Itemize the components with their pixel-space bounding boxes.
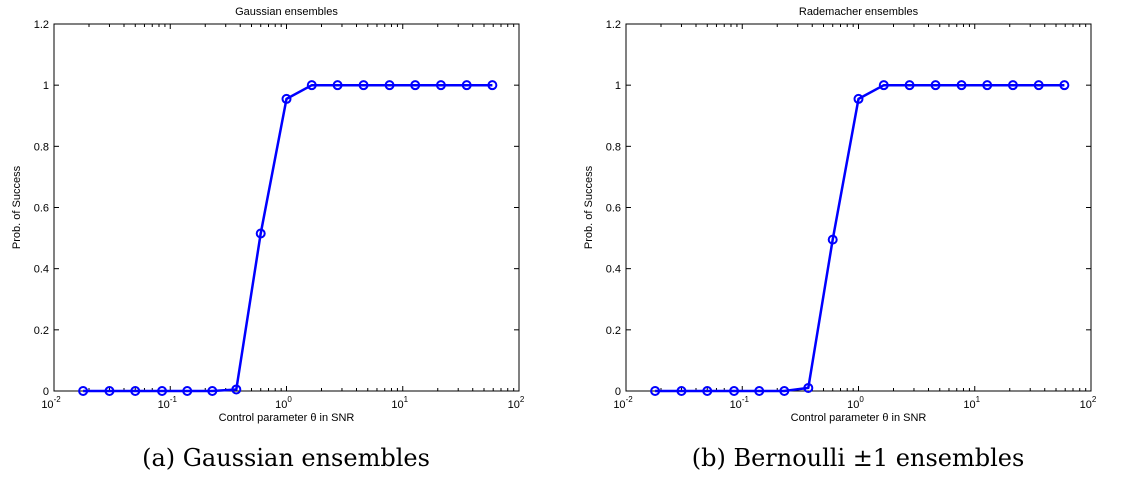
- y-tick-label: 0.6: [606, 203, 621, 215]
- x-axis-label: Control parameter θ in SNR: [219, 412, 355, 424]
- chart-title: Gaussian ensembles: [235, 6, 338, 18]
- y-axis-label: Prob. of Success: [11, 165, 23, 249]
- y-tick-label: 0.4: [34, 264, 49, 276]
- data-point: [650, 386, 661, 396]
- data-point: [78, 386, 89, 396]
- y-tick-label: 1: [43, 80, 49, 92]
- data-point: [853, 93, 864, 104]
- data-point: [410, 80, 421, 91]
- data-point: [930, 80, 941, 91]
- x-tick-label: 101: [963, 395, 980, 411]
- x-tick-label: 100: [275, 395, 292, 411]
- data-point: [1059, 80, 1070, 91]
- data-point: [904, 80, 915, 91]
- data-point: [182, 386, 193, 396]
- data-point: [207, 386, 218, 396]
- data-point: [779, 386, 790, 396]
- y-tick-label: 1.2: [606, 19, 621, 31]
- chart-panel-gaussian: Gaussian ensembles 0 0.2 0.4 0.6 0.8 1 1.2 10-2 1…: [11, 6, 525, 472]
- data-point: [157, 386, 168, 396]
- data-point: [306, 80, 317, 91]
- x-tick-label: 10-1: [730, 395, 750, 411]
- data-point: [332, 80, 343, 91]
- data-point: [702, 386, 713, 396]
- plot-area: [625, 23, 1092, 392]
- y-tick-label: 0.4: [606, 264, 621, 276]
- data-point: [281, 93, 292, 104]
- data-point: [384, 80, 395, 91]
- data-point: [729, 386, 740, 396]
- y-axis-label: Prob. of Success: [583, 165, 595, 249]
- data-point: [956, 80, 967, 91]
- data-point: [435, 80, 446, 91]
- data-point: [878, 80, 889, 91]
- data-point: [487, 80, 498, 91]
- chart-panel-rademacher: Rademacher ensembles 0 0.2 0.4 0.6 0.8 1 1.2 10-…: [572, 0, 1144, 486]
- y-tick-label: 0.2: [34, 325, 49, 337]
- data-point: [358, 80, 369, 91]
- y-tick-label: 0: [615, 386, 621, 398]
- data-point: [827, 234, 838, 245]
- y-tick-label: 0.6: [34, 203, 49, 215]
- x-tick-label: 100: [847, 395, 864, 411]
- x-tick-label: 102: [508, 395, 525, 411]
- data-point: [255, 228, 266, 239]
- y-tick-label: 1: [615, 80, 621, 92]
- data-point: [461, 80, 472, 91]
- data-point: [130, 386, 141, 396]
- x-axis-label: Control parameter θ in SNR: [791, 412, 927, 424]
- chart-rademacher: Rademacher ensembles 0 0.2 0.4 0.6 0.8 1 1.2 10-…: [583, 6, 1097, 424]
- series-line: [83, 83, 493, 393]
- caption-a: (a) Gaussian ensembles: [142, 444, 430, 472]
- x-tick-label: 10-2: [613, 395, 633, 411]
- data-point: [982, 80, 993, 91]
- chart-title: Rademacher ensembles: [799, 6, 919, 18]
- data-point: [104, 386, 115, 396]
- caption-b: (b) Bernoulli ±1 ensembles: [691, 444, 1025, 472]
- y-tick-label: 0: [43, 386, 49, 398]
- x-tick-label: 102: [1080, 395, 1097, 411]
- data-point: [754, 386, 765, 396]
- x-tick-label: 10-2: [41, 395, 61, 411]
- chart-gaussian: Gaussian ensembles 0 0.2 0.4 0.6 0.8 1 1.2 10-2 1…: [11, 6, 525, 424]
- y-tick-label: 0.2: [606, 325, 621, 337]
- y-tick-label: 0.8: [606, 141, 621, 153]
- data-point: [1033, 80, 1044, 91]
- data-point: [231, 384, 242, 395]
- data-point: [676, 386, 687, 396]
- data-point: [1007, 80, 1018, 91]
- x-tick-label: 10-1: [158, 395, 178, 411]
- y-tick-label: 1.2: [34, 19, 49, 31]
- series-line: [655, 83, 1065, 393]
- plot-area: [53, 23, 520, 392]
- data-point: [803, 382, 814, 393]
- x-tick-label: 101: [391, 395, 408, 411]
- y-tick-label: 0.8: [34, 141, 49, 153]
